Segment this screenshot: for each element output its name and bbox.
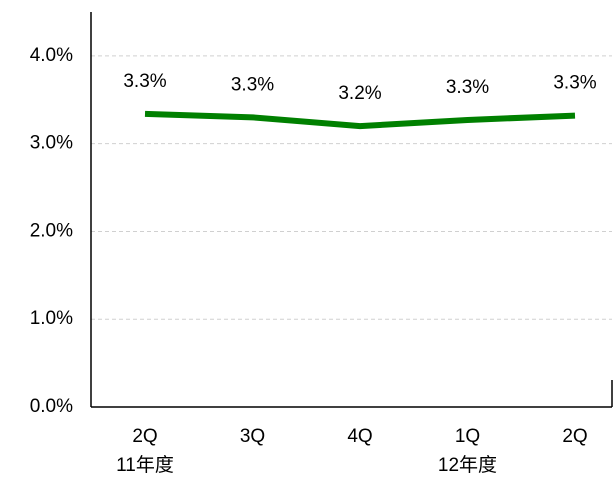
y-tick-label: 2.0%	[30, 220, 73, 241]
data-label: 3.3%	[231, 74, 274, 95]
data-label: 3.2%	[338, 83, 381, 104]
line	[144, 110, 576, 130]
x-tick-label: 2Q	[562, 426, 587, 447]
y-tick-label: 4.0%	[30, 45, 73, 66]
data-label: 3.3%	[446, 77, 489, 98]
y-tick-label: 3.0%	[30, 133, 73, 154]
y-tick-label: 0.0%	[30, 396, 73, 417]
x-tick-label: 3Q	[240, 426, 265, 447]
y-tick-label: 1.0%	[30, 308, 73, 329]
data-label: 3.3%	[553, 73, 596, 94]
x-tick-label: 1Q	[455, 426, 480, 447]
fiscal-year-label: 12年度	[438, 454, 497, 476]
x-tick-label: 4Q	[347, 426, 372, 447]
fiscal-year-label: 11年度	[116, 454, 174, 476]
data-label: 3.3%	[123, 71, 166, 92]
x-tick-label: 2Q	[132, 426, 157, 447]
